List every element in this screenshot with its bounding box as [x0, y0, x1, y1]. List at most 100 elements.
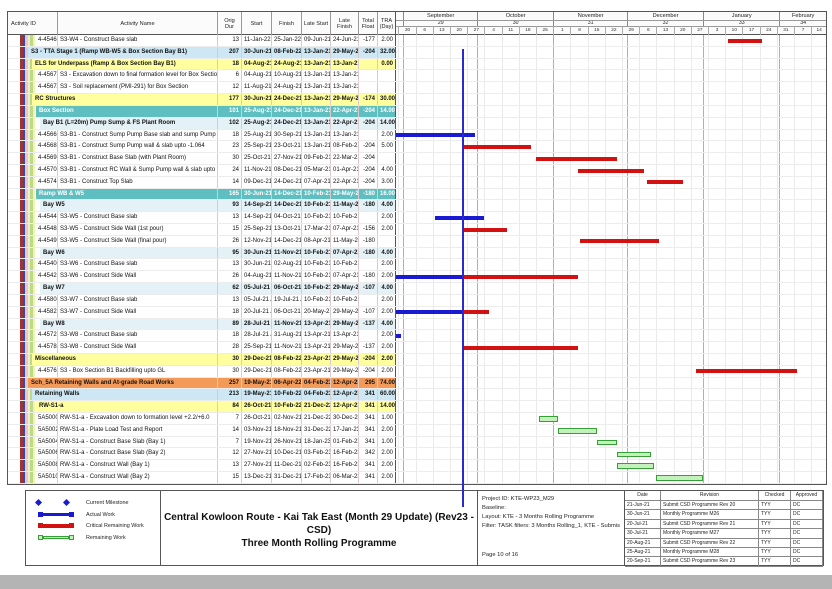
section-name: Bay W8: [8, 318, 218, 330]
finish-cell: 14-Dec-21: [272, 200, 302, 212]
week-tick-label: 31: [776, 26, 794, 35]
total-float-cell: 295: [359, 377, 378, 389]
revision-header-cell: Checked: [759, 491, 791, 500]
total-float-cell: -204: [359, 153, 378, 164]
late-finish-cell: 13-Jan-21: [331, 129, 359, 141]
late-start-cell: 18-Jan-23: [302, 436, 331, 448]
gantt-bar-actual: [435, 215, 485, 220]
gantt-bar-remaining: [656, 475, 703, 481]
late-start-cell: 31-Dec-22: [302, 424, 331, 436]
tra-cell: 2.00: [378, 448, 396, 460]
revision-cell: DC: [791, 510, 823, 519]
revision-cell: Monthly Programme M28: [661, 547, 759, 557]
schedule-frame: September 29 October 30 November 31 December 32…: [7, 11, 827, 507]
start-cell: 28-Jul-21 A: [242, 330, 272, 342]
tra-cell: 32.00: [378, 46, 396, 58]
orig-dur-cell: 13: [218, 259, 242, 271]
orig-dur-cell: 84: [218, 401, 242, 412]
total-float-cell: -177: [359, 35, 378, 46]
start-cell: 09-Dec-21: [242, 176, 272, 188]
section-row-background: [36, 105, 396, 117]
activity-name-cell: S3-W5 - Construct Base slab: [58, 212, 218, 223]
gantt-row: [396, 82, 826, 93]
late-finish-cell: 12-Apr-23: [331, 389, 359, 401]
late-finish-cell: 10-Feb-21: [331, 259, 359, 271]
total-float-cell: [359, 58, 378, 70]
section-name: Box Section: [8, 105, 218, 117]
week-tick-label: 17: [742, 26, 759, 35]
activity-id-cell: 4-4569: [8, 153, 58, 164]
week-tick-label: 24: [759, 26, 777, 35]
finish-cell: 10-Feb-22: [272, 389, 302, 401]
table-row: 4-4569 S3-B1 - Construct Base Slab (with …: [8, 153, 826, 165]
late-finish-cell: 01-Feb-23: [331, 436, 359, 448]
orig-dur-cell: 93: [218, 200, 242, 212]
table-row: 4-4582 S3-W7 - Construct Side Wall 18 20-Ju…: [8, 306, 826, 319]
legend-label: Actual Work: [86, 511, 115, 518]
section-row-background: [36, 401, 396, 412]
section-row: RW-S1-a 84 26-Oct-21 10-Feb-22 21-Dec-22 12-A…: [8, 401, 826, 413]
total-float-cell: -174: [359, 94, 378, 105]
orig-dur-cell: 18: [218, 306, 242, 318]
table-row: 4-4540 S3-W6 - Construct Base slab 13 30-Ju…: [8, 259, 826, 272]
week-tick-label: 8: [570, 26, 587, 35]
gantt-row: [396, 283, 826, 294]
column-header-total-float: Total Float: [359, 12, 378, 35]
tra-cell: 4.00: [378, 200, 396, 212]
finish-cell: 02-Nov-21: [272, 413, 302, 424]
section-row: ELS for Underpass (Ramp & Box Section Ba…: [8, 58, 826, 71]
table-row: 5A5010 RW-S1-a - Construct Wall (Bay 2) 15…: [8, 472, 826, 484]
gantt-bar-critical: [462, 144, 532, 149]
activity-name-cell: RW-S1-a - Construct Base Slab (Bay 1): [58, 436, 218, 448]
start-cell: 30-Jun-21 A: [242, 259, 272, 271]
month-label: February: [779, 12, 826, 20]
month-number: 30: [477, 20, 553, 26]
gantt-row: [396, 307, 826, 318]
start-cell: 27-Nov-21: [242, 448, 272, 460]
group-band-stripe-6: [32, 35, 35, 484]
late-finish-cell: 12-Apr-23: [331, 401, 359, 412]
tra-cell: 14.00: [378, 105, 396, 117]
column-header-orig-dur: Orig Dur: [218, 12, 242, 35]
revision-cell: DC: [791, 538, 823, 547]
finish-cell: 25-Jan-22: [272, 35, 302, 46]
gantt-row: [396, 378, 826, 389]
tra-cell: 0.00: [378, 58, 396, 70]
report-title-line2: Three Month Rolling Programme: [241, 538, 397, 549]
orig-dur-cell: 257: [218, 377, 242, 389]
activity-id-cell: 5A5002: [8, 424, 58, 436]
gantt-bar-critical: [536, 156, 618, 161]
activity-name-cell: S3-W7 - Construct Side Wall: [58, 306, 218, 318]
late-start-cell: 10-Feb-21: [302, 212, 331, 223]
gantt-bar-actual: [396, 333, 401, 338]
tra-cell: 2.00: [378, 259, 396, 271]
revision-cell: Submit CSD Programme Rev 23: [661, 557, 759, 566]
gantt-row: [396, 271, 826, 282]
timeline-header-line: [396, 20, 826, 21]
late-finish-cell: 13-Jan-21: [331, 70, 359, 82]
gantt-row: [396, 200, 826, 211]
late-start-cell: 13-Jan-21: [302, 58, 331, 70]
orig-dur-cell: 6: [218, 70, 242, 82]
total-float-cell: -180: [359, 235, 378, 247]
orig-dur-cell: 95: [218, 247, 242, 259]
tra-cell: 2.00: [378, 353, 396, 365]
table-body: 4-4546 S3-W4 - Construct Base slab 13 11-Ja…: [8, 35, 826, 507]
finish-cell: 14-Dec-21: [272, 235, 302, 247]
column-header-finish: Finish: [272, 12, 302, 35]
late-finish-cell: 16-Feb-23: [331, 448, 359, 460]
section-name: Miscellaneous: [8, 353, 218, 365]
activity-id-cell: 4-4567A: [8, 82, 58, 94]
tra-cell: 60.00: [378, 389, 396, 401]
activity-id-cell: 4-4582: [8, 306, 58, 318]
week-tick-label: 14: [811, 26, 826, 35]
tra-cell: [378, 82, 396, 94]
gantt-bar-remaining: [617, 463, 654, 469]
critical-bar-icon: [38, 523, 43, 528]
gantt-row: [396, 106, 826, 117]
total-float-cell: 341: [359, 472, 378, 483]
week-tick-label: 18: [518, 26, 536, 35]
finish-cell: 13-Oct-21: [272, 224, 302, 235]
